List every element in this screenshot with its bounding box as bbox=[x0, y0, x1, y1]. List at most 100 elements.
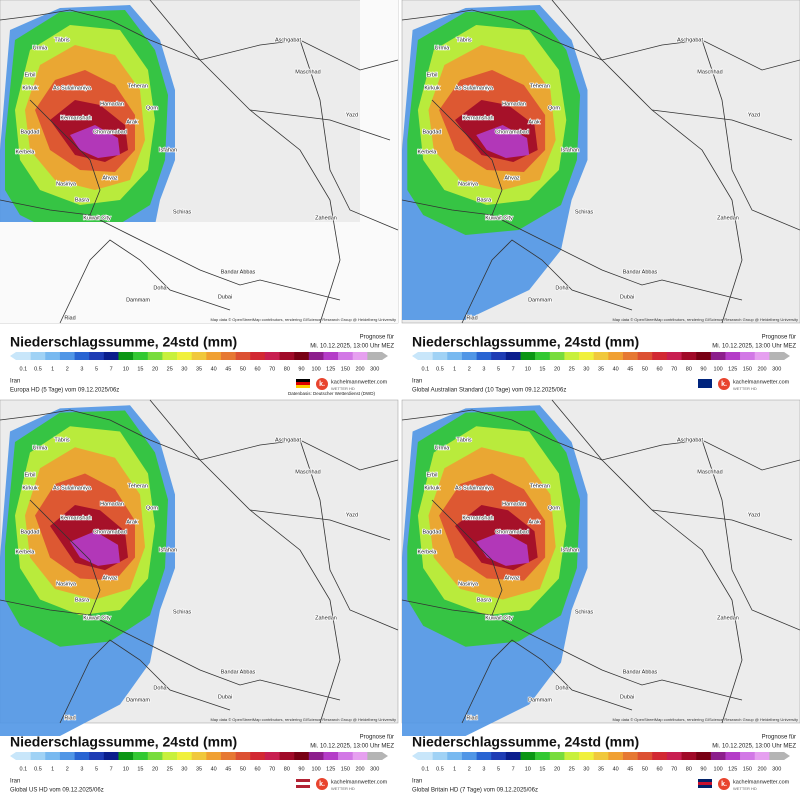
city-label: Täbris bbox=[456, 37, 472, 43]
city-label: Bandar Abbas bbox=[623, 669, 658, 675]
brand-sub: WETTER HD bbox=[331, 386, 355, 391]
panel: Täbris Urmia Erbil Kirkuk As Sulaimaniya Tehe… bbox=[0, 399, 399, 794]
legend-tick-label: 2 bbox=[66, 766, 69, 772]
legend-swatch bbox=[118, 752, 134, 760]
brand-sub: WETTER HD bbox=[733, 386, 757, 391]
legend-swatch bbox=[710, 352, 726, 360]
legend-swatch bbox=[250, 352, 266, 360]
legend-swatch bbox=[593, 352, 609, 360]
city-label: Ahvaz bbox=[504, 175, 520, 181]
city-label: Teheran bbox=[128, 83, 148, 89]
legend-tick-label: 3 bbox=[80, 366, 83, 372]
city-label: Kuwait City bbox=[485, 615, 513, 621]
city-label: Dammam bbox=[528, 697, 552, 703]
legend-tick-label: 20 bbox=[152, 366, 158, 372]
legend-tick-label: 2 bbox=[66, 366, 69, 372]
panel: Täbris Urmia Erbil Kirkuk As Sulaimaniya Tehe… bbox=[0, 0, 399, 396]
legend-swatch bbox=[103, 352, 119, 360]
border-line bbox=[551, 399, 743, 724]
legend-tick-label: 300 bbox=[772, 766, 781, 772]
city-label: Teheran bbox=[128, 483, 148, 489]
legend-swatch bbox=[191, 752, 207, 760]
border-line bbox=[249, 509, 391, 541]
legend-tick-label: 200 bbox=[355, 766, 364, 772]
legend-tick-label: 25 bbox=[167, 766, 173, 772]
legend-swatch bbox=[235, 352, 251, 360]
legend-swatch bbox=[220, 752, 236, 760]
legend-tick-label: 30 bbox=[583, 366, 589, 372]
city-label: Urmia bbox=[33, 45, 49, 51]
legend-swatch bbox=[59, 352, 75, 360]
border-line bbox=[431, 99, 743, 301]
city-label: Nasiriya bbox=[458, 581, 479, 587]
legend-tick-label: 70 bbox=[671, 766, 677, 772]
legend-swatch bbox=[294, 752, 310, 760]
city-label: Nasiriya bbox=[56, 181, 77, 187]
legend-swatch bbox=[535, 752, 551, 760]
legend-swatch bbox=[564, 752, 580, 760]
border-line bbox=[401, 409, 800, 471]
city-label: Chorramabad bbox=[495, 529, 529, 535]
legend-swatch bbox=[206, 752, 222, 760]
legend-tick-label: 0.5 bbox=[34, 366, 42, 372]
legend-swatch bbox=[725, 352, 741, 360]
legend-tick-label: 35 bbox=[598, 766, 604, 772]
city-label: Erbil bbox=[24, 72, 35, 78]
attribution: Map data © OpenStreetMap contributors, r… bbox=[210, 717, 396, 722]
city-label: Maschhad bbox=[697, 69, 722, 75]
city-label: Doha bbox=[153, 685, 167, 691]
legend-swatch bbox=[162, 352, 178, 360]
legend-tick-label: 0.1 bbox=[421, 366, 429, 372]
city-label: Täbris bbox=[54, 437, 70, 443]
legend-swatch bbox=[352, 752, 368, 760]
flag bbox=[698, 782, 712, 785]
legend-tick-label: 45 bbox=[627, 366, 633, 372]
map-title: Niederschlagssumme, 24std (mm) bbox=[10, 734, 237, 750]
city-label: Nasiriya bbox=[56, 581, 77, 587]
legend-swatch bbox=[622, 752, 638, 760]
city-label: Täbris bbox=[456, 437, 472, 443]
legend-swatch bbox=[637, 352, 653, 360]
legend-tick-label: 100 bbox=[714, 366, 723, 372]
city-label: Bagdad bbox=[423, 529, 442, 535]
legend-tick-label: 25 bbox=[569, 366, 575, 372]
legend-tick-label: 80 bbox=[284, 766, 290, 772]
logo-circle bbox=[718, 778, 730, 790]
city-label: Hamadan bbox=[502, 101, 526, 107]
attribution: Map data © OpenStreetMap contributors, r… bbox=[210, 317, 396, 322]
legend-tick-label: 100 bbox=[312, 766, 321, 772]
legend-tick-label: 50 bbox=[240, 366, 246, 372]
legend-tick-label: 7 bbox=[110, 766, 113, 772]
legend-swatch bbox=[30, 352, 46, 360]
legend-swatch bbox=[147, 352, 163, 360]
city-label: Zahedan bbox=[315, 215, 337, 221]
city-label: Riad bbox=[64, 715, 75, 721]
city-label: Kerbela bbox=[16, 149, 36, 155]
legend-swatch bbox=[59, 752, 75, 760]
legend-swatch bbox=[45, 752, 61, 760]
city-label: Dubai bbox=[218, 694, 232, 700]
legend-swatch bbox=[608, 752, 624, 760]
legend-tick-label: 90 bbox=[700, 366, 706, 372]
precipitation-area bbox=[70, 125, 120, 158]
forecast-time: Mi. 10.12.2025, 13:00 Uhr MEZ bbox=[310, 744, 394, 750]
data-source: Datenbasis: Deutscher Wetterdienst (DWD) bbox=[288, 391, 375, 396]
legend-swatch bbox=[323, 752, 339, 760]
city-label: Yazd bbox=[346, 112, 358, 118]
legend-swatch bbox=[235, 752, 251, 760]
legend-tick-label: 5 bbox=[95, 366, 98, 372]
legend-tick-label: 20 bbox=[152, 766, 158, 772]
legend-tick-label: 15 bbox=[137, 366, 143, 372]
legend-tick-label: 50 bbox=[642, 366, 648, 372]
city-label: Kermanshah bbox=[462, 515, 493, 521]
attribution: Map data © OpenStreetMap contributors, r… bbox=[612, 717, 798, 722]
brand: kachelmannwetter.com bbox=[331, 379, 388, 385]
city-label: Ahvaz bbox=[102, 575, 118, 581]
city-label: Kuwait City bbox=[83, 215, 111, 221]
border-line bbox=[149, 0, 341, 324]
brand-sub: WETTER HD bbox=[733, 786, 757, 791]
legend-swatch bbox=[220, 352, 236, 360]
legend-tick-label: 2 bbox=[468, 366, 471, 372]
legend-swatch bbox=[696, 352, 712, 360]
city-label: Dubai bbox=[218, 294, 232, 300]
